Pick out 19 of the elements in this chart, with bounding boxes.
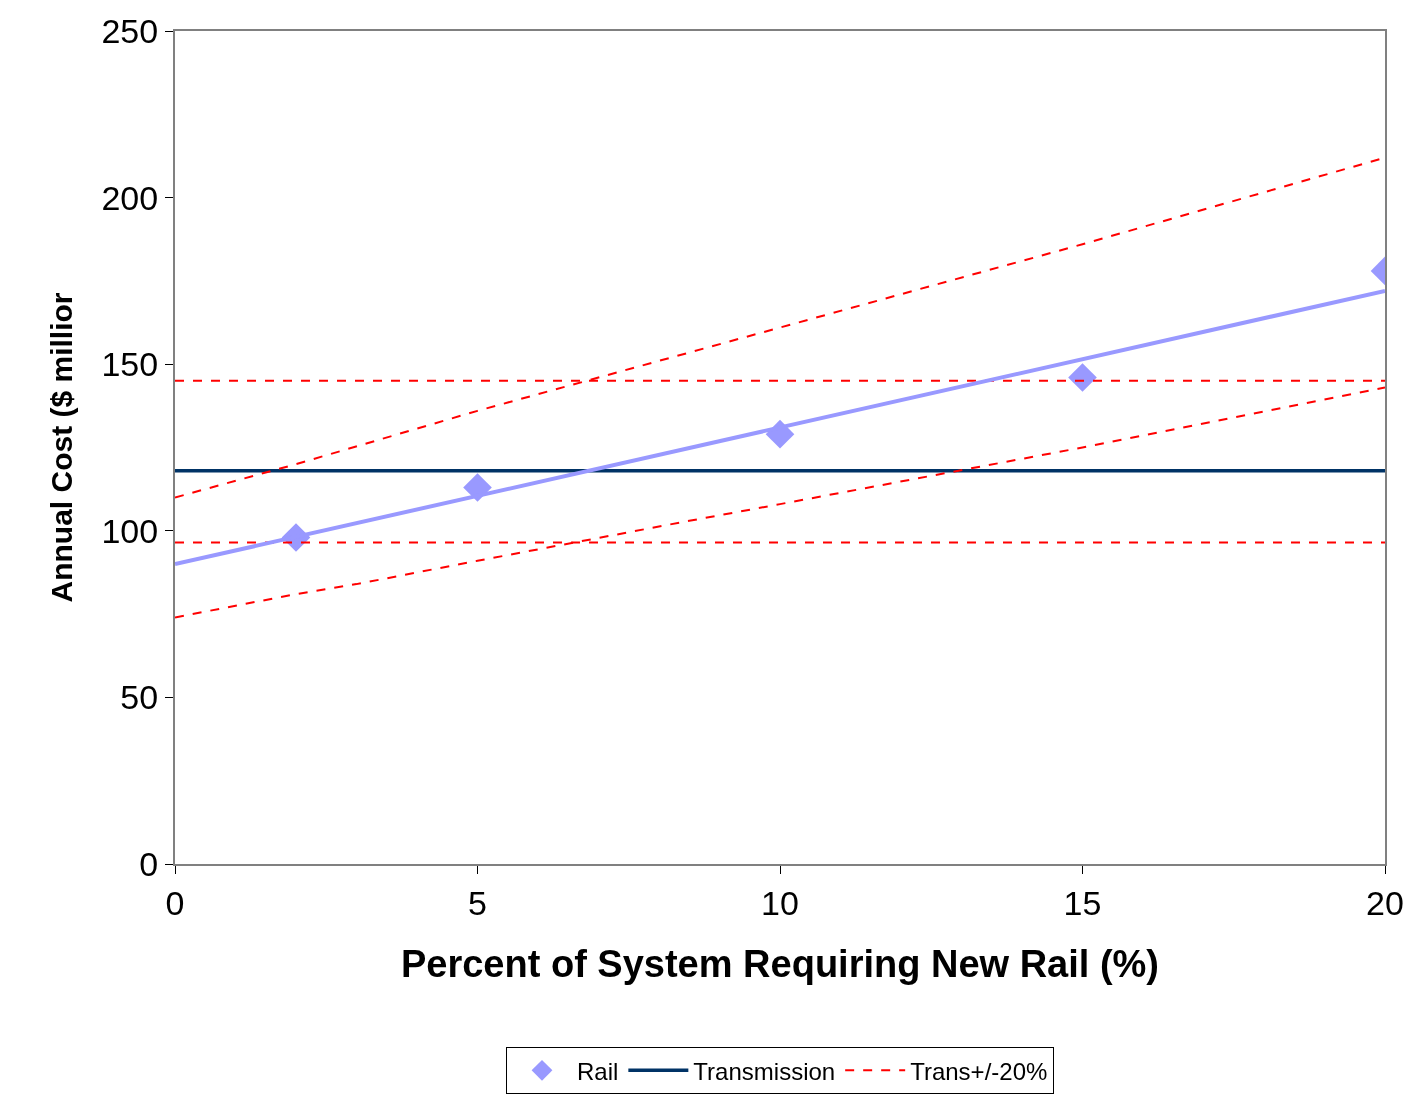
- legend-label: Trans+/-20%: [910, 1057, 1048, 1085]
- x-axis-title: Percent of System Requiring New Rail (%): [400, 943, 1160, 986]
- x-tick-label: 0: [165, 883, 185, 922]
- line-series: [175, 386, 1385, 619]
- legend-label: Transmission: [693, 1057, 836, 1085]
- y-tick-label: 50: [120, 678, 159, 717]
- y-tick-label: 250: [101, 11, 159, 50]
- x-tick-label: 15: [1063, 883, 1102, 922]
- x-tick-label: 10: [761, 883, 799, 922]
- point: [463, 473, 492, 502]
- y-tick-label: 100: [101, 511, 159, 550]
- y-tick-label: 0: [139, 844, 159, 883]
- y-tick-label: 150: [101, 345, 159, 384]
- legend-label: Rail: [577, 1057, 619, 1085]
- x-tick-label: 20: [1366, 883, 1404, 922]
- point: [1068, 363, 1097, 392]
- y-axis-title: Annual Cost ($ millior: [44, 292, 78, 603]
- x-tick-label: 5: [468, 883, 487, 922]
- y-tick-label: 200: [101, 178, 159, 217]
